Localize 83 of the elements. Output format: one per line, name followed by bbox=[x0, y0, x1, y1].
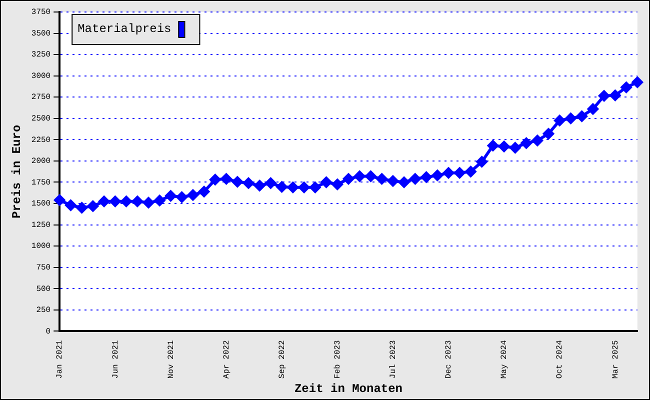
point bbox=[76, 202, 88, 214]
point bbox=[420, 172, 432, 183]
y-tick-label: 3500 bbox=[31, 29, 51, 38]
point bbox=[343, 173, 354, 184]
point bbox=[354, 170, 366, 182]
y-tick-label: 0 bbox=[46, 327, 51, 336]
point bbox=[265, 178, 276, 189]
point bbox=[465, 166, 476, 178]
y-tick-label: 750 bbox=[36, 263, 51, 272]
point bbox=[432, 170, 443, 181]
point bbox=[587, 104, 598, 115]
point bbox=[520, 138, 532, 149]
point bbox=[220, 173, 232, 184]
point bbox=[232, 176, 243, 188]
point bbox=[543, 128, 554, 140]
point bbox=[320, 176, 332, 188]
point bbox=[576, 110, 588, 122]
point bbox=[510, 142, 521, 154]
point bbox=[154, 195, 166, 206]
y-axis-title: Preis in Euro bbox=[10, 124, 24, 218]
y-tick-label: 3000 bbox=[31, 72, 51, 81]
point bbox=[398, 176, 410, 188]
y-tick-label: 1750 bbox=[31, 178, 51, 188]
point bbox=[54, 194, 66, 206]
point bbox=[410, 173, 421, 184]
x-tick-label: Jul 2023 bbox=[389, 340, 398, 379]
point bbox=[87, 200, 98, 212]
point bbox=[498, 140, 510, 152]
point bbox=[310, 182, 321, 193]
y-tick-label: 3750 bbox=[31, 8, 51, 18]
point bbox=[287, 182, 298, 193]
point bbox=[565, 112, 576, 124]
point bbox=[620, 82, 632, 93]
y-tick-label: 2000 bbox=[31, 157, 51, 166]
y-tick-label: 3250 bbox=[31, 50, 51, 60]
point bbox=[276, 181, 288, 192]
x-tick-label: May 2024 bbox=[500, 340, 510, 379]
x-axis-title: Zeit in Monaten bbox=[294, 382, 403, 396]
x-tick-label: Sep 2022 bbox=[278, 340, 287, 379]
point bbox=[187, 190, 198, 201]
y-tick-label: 500 bbox=[36, 284, 51, 294]
x-tick-label: Apr 2022 bbox=[222, 340, 232, 379]
point bbox=[598, 90, 610, 102]
point bbox=[487, 140, 498, 152]
point bbox=[376, 173, 388, 184]
x-tick-label: Jun 2021 bbox=[111, 340, 120, 379]
x-tick-label: Mar 2025 bbox=[611, 340, 620, 379]
point bbox=[165, 190, 176, 202]
point bbox=[98, 196, 110, 207]
point bbox=[65, 200, 76, 211]
point bbox=[210, 174, 221, 186]
point bbox=[198, 186, 210, 198]
point bbox=[110, 196, 121, 207]
point bbox=[476, 156, 488, 168]
y-tick-label: 2750 bbox=[31, 93, 51, 102]
point bbox=[298, 182, 310, 193]
x-tick-label: Jan 2021 bbox=[56, 340, 65, 379]
y-tick-label: 2250 bbox=[31, 136, 51, 145]
y-tick-label: 1000 bbox=[31, 242, 51, 252]
point bbox=[132, 196, 143, 207]
point bbox=[632, 76, 643, 88]
legend-label: Materialpreis bbox=[78, 22, 172, 36]
point bbox=[532, 135, 543, 146]
y-tick-label: 250 bbox=[36, 306, 51, 316]
point bbox=[454, 167, 466, 178]
point bbox=[387, 175, 398, 186]
point bbox=[120, 196, 132, 207]
y-tick-label: 2500 bbox=[31, 114, 51, 124]
point bbox=[243, 178, 254, 189]
point bbox=[254, 180, 266, 192]
point bbox=[443, 167, 454, 178]
y-tick-label: 1500 bbox=[31, 200, 51, 209]
x-tick-label: Feb 2023 bbox=[334, 340, 343, 379]
point bbox=[365, 170, 376, 182]
point bbox=[332, 178, 343, 190]
x-tick-label: Nov 2021 bbox=[166, 340, 176, 379]
y-tick-label: 1250 bbox=[31, 220, 51, 230]
x-tick-label: Oct 2024 bbox=[556, 340, 565, 379]
x-tick-label: Dec 2023 bbox=[444, 340, 454, 379]
point bbox=[554, 115, 566, 126]
point bbox=[610, 90, 621, 101]
point bbox=[142, 197, 154, 208]
point bbox=[176, 192, 188, 203]
